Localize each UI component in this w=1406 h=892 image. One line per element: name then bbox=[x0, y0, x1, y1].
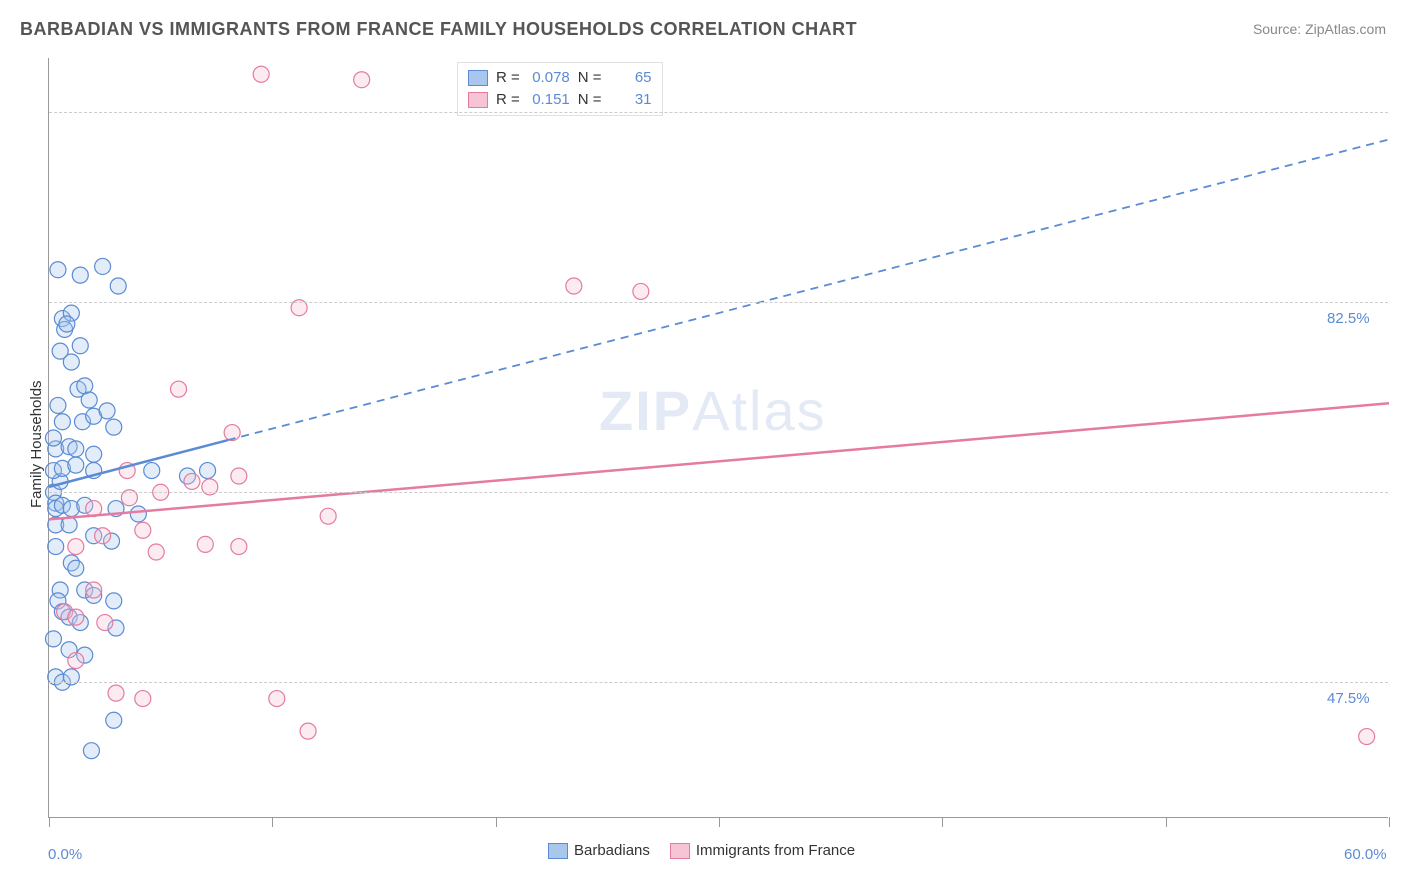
r-value: 0.078 bbox=[528, 67, 570, 89]
legend-swatch bbox=[548, 843, 568, 859]
scatter-point bbox=[197, 536, 213, 552]
scatter-point bbox=[130, 506, 146, 522]
bottom-legend-item: Immigrants from France bbox=[670, 842, 855, 859]
trend-line-dashed bbox=[228, 139, 1389, 440]
scatter-point bbox=[1359, 729, 1375, 745]
scatter-point bbox=[633, 283, 649, 299]
plot-area: ZIPAtlas R =0.078N =65R =0.151N =31 47.5… bbox=[48, 58, 1388, 818]
chart-header: BARBADIAN VS IMMIGRANTS FROM FRANCE FAMI… bbox=[20, 14, 1386, 44]
bottom-legend-item: Barbadians bbox=[548, 842, 650, 859]
scatter-point bbox=[54, 414, 70, 430]
stats-legend-row: R = 0.151 N = 31 bbox=[468, 89, 652, 111]
scatter-point bbox=[135, 522, 151, 538]
scatter-point bbox=[72, 338, 88, 354]
x-tick bbox=[272, 817, 273, 827]
legend-swatch bbox=[468, 92, 488, 108]
scatter-point bbox=[354, 72, 370, 88]
x-tick-label: 60.0% bbox=[1344, 846, 1387, 863]
chart-title: BARBADIAN VS IMMIGRANTS FROM FRANCE FAMI… bbox=[20, 19, 857, 40]
x-tick bbox=[1166, 817, 1167, 827]
scatter-point bbox=[48, 539, 64, 555]
scatter-point bbox=[50, 262, 66, 278]
legend-swatch bbox=[468, 70, 488, 86]
scatter-point bbox=[300, 723, 316, 739]
legend-label: Barbadians bbox=[574, 842, 650, 859]
scatter-point bbox=[110, 278, 126, 294]
scatter-point bbox=[566, 278, 582, 294]
scatter-point bbox=[81, 392, 97, 408]
scatter-point bbox=[320, 508, 336, 524]
y-axis-label: Family Households bbox=[28, 380, 45, 508]
scatter-point bbox=[83, 743, 99, 759]
scatter-point bbox=[99, 403, 115, 419]
scatter-point bbox=[95, 528, 111, 544]
x-tick bbox=[942, 817, 943, 827]
scatter-point bbox=[86, 582, 102, 598]
scatter-point bbox=[59, 316, 75, 332]
stats-legend-row: R = 0.078 N = 65 bbox=[468, 67, 652, 89]
scatter-point bbox=[171, 381, 187, 397]
stats-legend: R = 0.078 N = 65 R = 0.151 N = 31 bbox=[457, 62, 663, 116]
x-tick bbox=[49, 817, 50, 827]
scatter-point bbox=[68, 441, 84, 457]
scatter-point bbox=[68, 539, 84, 555]
bottom-legend: Barbadians Immigrants from France bbox=[548, 842, 855, 859]
scatter-point bbox=[253, 66, 269, 82]
scatter-point bbox=[106, 419, 122, 435]
scatter-point bbox=[148, 544, 164, 560]
scatter-point bbox=[86, 446, 102, 462]
legend-label: Immigrants from France bbox=[696, 842, 855, 859]
x-tick-label: 0.0% bbox=[48, 846, 82, 863]
chart-source: Source: ZipAtlas.com bbox=[1253, 21, 1386, 37]
n-label: N = bbox=[578, 89, 602, 111]
scatter-point bbox=[231, 468, 247, 484]
r-value: 0.151 bbox=[528, 89, 570, 111]
source-label: Source: bbox=[1253, 21, 1301, 37]
gridline bbox=[49, 112, 1388, 113]
scatter-point bbox=[45, 631, 61, 647]
scatter-point bbox=[72, 267, 88, 283]
source-value: ZipAtlas.com bbox=[1305, 21, 1386, 37]
scatter-point bbox=[68, 653, 84, 669]
scatter-point bbox=[95, 258, 111, 274]
n-value: 31 bbox=[610, 89, 652, 111]
n-value: 65 bbox=[610, 67, 652, 89]
scatter-point bbox=[200, 463, 216, 479]
x-tick bbox=[496, 817, 497, 827]
n-label: N = bbox=[578, 67, 602, 89]
r-label: R = bbox=[496, 89, 520, 111]
scatter-point bbox=[144, 463, 160, 479]
trend-line bbox=[49, 403, 1389, 519]
x-tick bbox=[1389, 817, 1390, 827]
x-tick bbox=[719, 817, 720, 827]
scatter-point bbox=[269, 691, 285, 707]
scatter-point bbox=[45, 430, 61, 446]
y-tick-label: 47.5% bbox=[1327, 690, 1370, 707]
r-label: R = bbox=[496, 67, 520, 89]
y-tick-label: 82.5% bbox=[1327, 310, 1370, 327]
gridline bbox=[49, 302, 1388, 303]
gridline bbox=[49, 682, 1388, 683]
scatter-point bbox=[106, 593, 122, 609]
scatter-point bbox=[68, 560, 84, 576]
scatter-point bbox=[97, 615, 113, 631]
legend-swatch bbox=[670, 843, 690, 859]
plot-svg bbox=[49, 58, 1389, 818]
scatter-point bbox=[50, 397, 66, 413]
gridline bbox=[49, 492, 1388, 493]
scatter-point bbox=[231, 539, 247, 555]
scatter-point bbox=[184, 473, 200, 489]
scatter-point bbox=[108, 685, 124, 701]
scatter-point bbox=[135, 691, 151, 707]
scatter-point bbox=[63, 354, 79, 370]
scatter-point bbox=[106, 712, 122, 728]
scatter-point bbox=[68, 457, 84, 473]
scatter-point bbox=[68, 609, 84, 625]
